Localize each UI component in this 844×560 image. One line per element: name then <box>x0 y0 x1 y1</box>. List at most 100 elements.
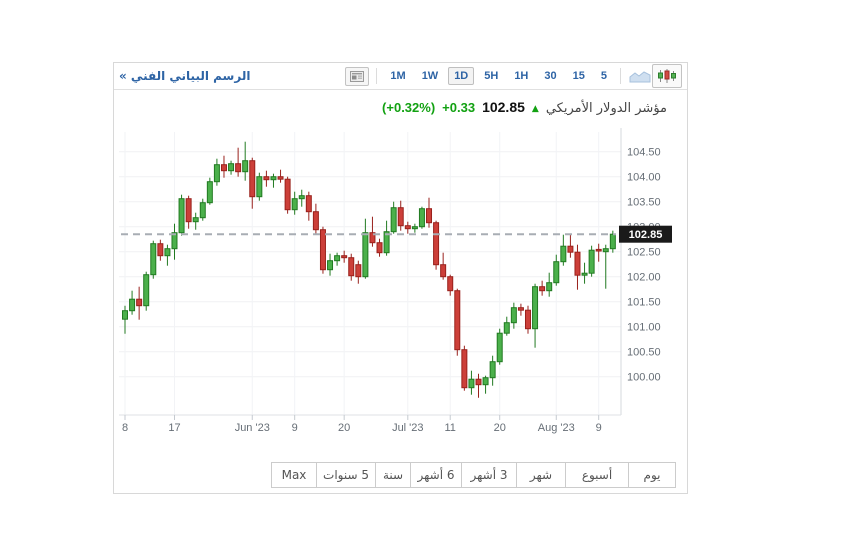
quote-row: مؤشر الدولار الأمريكي ▲ 102.85 +0.33 (+0… <box>382 99 667 116</box>
candle-body <box>334 255 341 262</box>
candlestick-chart[interactable]: 104.50104.00103.50103.00102.50102.00101.… <box>114 128 689 440</box>
candle-body <box>129 298 136 312</box>
candle-body <box>390 207 397 233</box>
candle-body <box>213 164 220 183</box>
timeframe-button-1w[interactable]: 1W <box>421 70 439 82</box>
candle-body <box>242 160 249 173</box>
candle-body <box>270 176 277 181</box>
candle-body <box>475 378 482 386</box>
last-price: 102.85 <box>482 99 525 115</box>
candle-body <box>305 195 312 213</box>
candle-body <box>560 245 567 263</box>
range-button-6[interactable]: 5 سنوات <box>316 462 376 488</box>
candle-body <box>376 242 383 254</box>
candle-body <box>228 163 235 172</box>
up-arrow-icon: ▲ <box>531 104 539 114</box>
gridlines <box>119 132 621 415</box>
candle-body <box>588 249 595 274</box>
price-change: +0.33 <box>442 100 476 115</box>
candle-body <box>397 207 404 227</box>
candle-body <box>122 310 128 320</box>
toolbar-separator <box>620 68 621 84</box>
candle-body <box>496 332 503 363</box>
candle-body <box>411 226 418 230</box>
svg-text:17: 17 <box>168 422 180 434</box>
candlestick-chart-icon[interactable] <box>652 64 682 88</box>
candle-body <box>319 229 326 271</box>
svg-text:20: 20 <box>338 422 350 434</box>
candle-body <box>524 309 531 330</box>
candle-body <box>256 176 263 198</box>
candle-body <box>235 163 242 173</box>
svg-text:104.00: 104.00 <box>627 172 661 184</box>
candle-body <box>263 176 270 181</box>
candle-body <box>192 217 199 223</box>
candle-body <box>517 307 524 311</box>
timeframe-button-30[interactable]: 30 <box>544 70 557 82</box>
candle-body <box>609 233 616 250</box>
candle-body <box>510 307 517 324</box>
toolbar-separator <box>376 68 378 84</box>
svg-text:8: 8 <box>122 422 128 434</box>
candle-body <box>185 198 192 223</box>
candle-body <box>440 264 447 278</box>
candle-body <box>291 198 298 211</box>
candle-body <box>327 260 334 271</box>
candle-body <box>206 181 213 204</box>
range-button-1[interactable]: أسبوع <box>565 462 629 488</box>
chart-toolbar: الرسم البياني الفني » 1M 1W 1D 5H 1H 30 15 5 <box>114 63 687 90</box>
candle-body <box>447 276 454 292</box>
report-icon[interactable] <box>345 66 370 86</box>
svg-text:102.50: 102.50 <box>627 247 661 259</box>
candle-body <box>312 211 319 231</box>
timeframe-button-group: 1M 1W 1D 5H 1H 30 15 5 <box>384 67 613 85</box>
technical-chart-link[interactable]: الرسم البياني الفني » <box>119 69 251 83</box>
candle-body <box>383 231 390 254</box>
candle-body <box>404 225 411 230</box>
svg-text:Aug '23: Aug '23 <box>538 422 575 434</box>
candle-body <box>136 298 143 307</box>
candle-body <box>355 264 362 278</box>
timeframe-button-15[interactable]: 15 <box>572 70 585 82</box>
svg-text:9: 9 <box>292 422 298 434</box>
candle-body <box>171 232 178 250</box>
svg-text:20: 20 <box>494 422 506 434</box>
svg-text:104.50: 104.50 <box>627 147 661 159</box>
candle-body <box>546 282 553 292</box>
candle-body <box>482 377 489 386</box>
candle-body <box>595 248 602 252</box>
svg-text:Jul '23: Jul '23 <box>392 422 423 434</box>
range-button-group: يوم أسبوع شهر 3 أشهر 6 أشهر سنة 5 سنوات Max <box>271 462 676 488</box>
candle-body <box>532 286 539 330</box>
candle-body <box>178 198 185 234</box>
timeframe-button-5h[interactable]: 5H <box>484 70 499 82</box>
candle-body <box>553 261 560 284</box>
timeframe-button-1d[interactable]: 1D <box>448 67 475 85</box>
area-chart-icon[interactable] <box>628 68 652 84</box>
candles <box>122 141 616 398</box>
last-price-badge <box>619 225 672 243</box>
timeframe-button-1m[interactable]: 1M <box>390 70 406 82</box>
candle-body <box>369 232 376 244</box>
candle-body <box>164 248 171 257</box>
candle-body <box>199 202 206 219</box>
range-button-2[interactable]: شهر <box>516 462 566 488</box>
svg-text:103.50: 103.50 <box>627 197 661 209</box>
timeframe-button-5[interactable]: 5 <box>600 70 607 82</box>
range-button-0[interactable]: يوم <box>628 462 676 488</box>
range-button-4[interactable]: 6 أشهر <box>410 462 462 488</box>
range-button-5[interactable]: سنة <box>375 462 411 488</box>
toolbar-right-group: 1M 1W 1D 5H 1H 30 15 5 <box>345 64 682 88</box>
candle-body <box>468 378 475 389</box>
candle-body <box>298 195 305 200</box>
timeframe-button-1h[interactable]: 1H <box>514 70 529 82</box>
candle-body <box>418 208 425 228</box>
svg-text:101.00: 101.00 <box>627 322 661 334</box>
candle-body <box>150 243 157 276</box>
instrument-name: مؤشر الدولار الأمريكي <box>545 101 667 116</box>
range-button-7[interactable]: Max <box>271 462 317 488</box>
candle-body <box>433 222 440 266</box>
range-button-3[interactable]: 3 أشهر <box>461 462 517 488</box>
candle-body <box>489 361 496 379</box>
